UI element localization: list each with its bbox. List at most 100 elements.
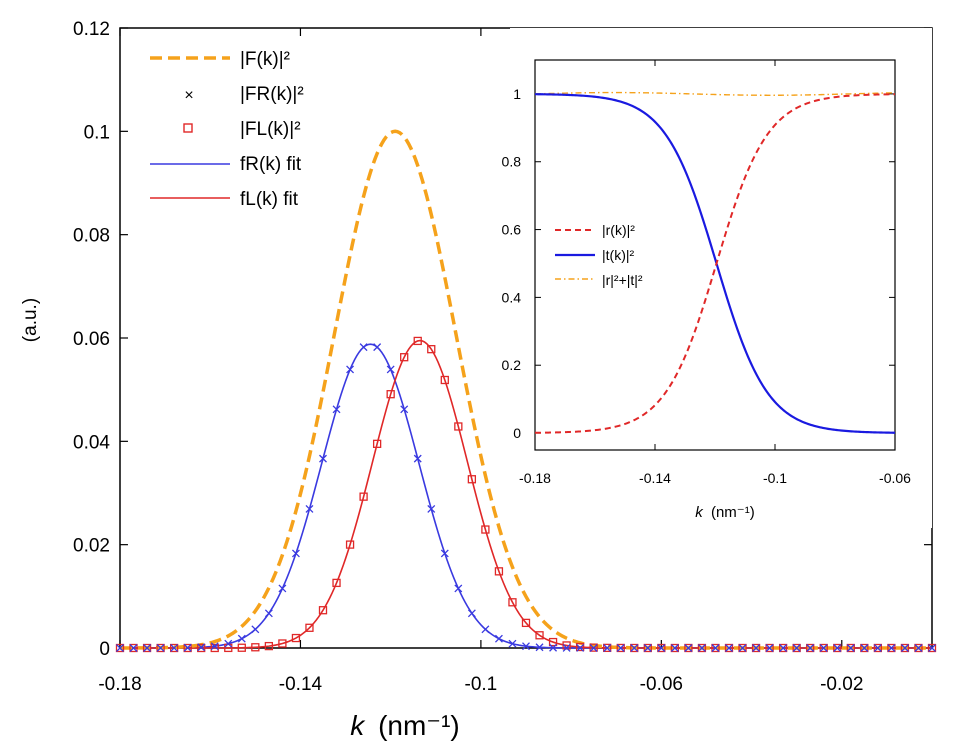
FL-marker bbox=[210, 643, 219, 653]
FL-marker bbox=[833, 643, 842, 653]
FR-marker bbox=[129, 644, 138, 652]
FR-marker bbox=[197, 643, 206, 652]
FL-marker bbox=[657, 643, 666, 653]
inset-r-line bbox=[534, 93, 896, 434]
FR-marker bbox=[427, 504, 436, 513]
FL-marker bbox=[616, 643, 625, 653]
inset-legend-label-t: |t(k)|² bbox=[602, 247, 634, 263]
FL-marker bbox=[900, 643, 910, 653]
FL-marker bbox=[427, 345, 436, 354]
FL-marker bbox=[860, 643, 869, 653]
FL-marker bbox=[535, 631, 544, 640]
FL-marker bbox=[806, 643, 815, 653]
inset-x-tick-label: -0.1 bbox=[763, 470, 787, 486]
x-tick-label: -0.1 bbox=[465, 674, 498, 695]
FL-marker bbox=[305, 623, 314, 632]
FR-marker bbox=[373, 343, 382, 352]
FR-marker bbox=[833, 644, 842, 652]
FR-marker bbox=[210, 642, 219, 651]
FR-marker bbox=[332, 405, 341, 414]
FR-marker bbox=[264, 609, 273, 618]
inset-y-tick-label: 0.6 bbox=[502, 222, 522, 238]
FR-marker bbox=[914, 644, 923, 652]
main-y-axis-label: (a.u.) bbox=[20, 298, 41, 342]
inset-y-tick-label: 0.8 bbox=[502, 154, 522, 170]
FL-marker bbox=[129, 643, 138, 653]
FR-marker bbox=[535, 643, 544, 652]
legend-label-fL: fL(k) fit bbox=[240, 189, 299, 210]
y-tick-label: 0.06 bbox=[73, 329, 110, 350]
inset-x-axis-var: k bbox=[695, 504, 704, 521]
FL-marker bbox=[792, 643, 801, 653]
FR-marker bbox=[251, 625, 260, 634]
FR-marker bbox=[819, 644, 828, 652]
FR-marker bbox=[400, 405, 409, 414]
FL-marker bbox=[494, 567, 504, 576]
FR-marker bbox=[170, 643, 179, 652]
inset-legend: |r(k)|² |t(k)|² |r|²+|t|² bbox=[555, 222, 643, 288]
FL-marker bbox=[197, 643, 206, 653]
legend-swatch-FR: × bbox=[184, 87, 193, 104]
FL-marker bbox=[738, 643, 747, 653]
x-tick-label: -0.14 bbox=[279, 674, 323, 695]
FR-marker bbox=[156, 644, 165, 652]
main-x-axis: -0.18 -0.14 -0.1 -0.06 -0.02 bbox=[98, 28, 863, 695]
main-legend: |F(k)|² × |FR(k)|² |FL(k)|² fR(k) fit fL… bbox=[150, 49, 304, 210]
FL-marker bbox=[873, 643, 883, 653]
FR-marker bbox=[224, 639, 233, 648]
inset-plot-frame bbox=[534, 59, 896, 451]
FL-marker bbox=[751, 643, 761, 653]
FR-marker bbox=[183, 643, 192, 652]
FR-marker bbox=[806, 644, 815, 652]
inset-x-tick-label: -0.06 bbox=[879, 470, 911, 486]
FR-marker bbox=[346, 365, 355, 374]
FL-marker bbox=[183, 643, 192, 653]
FL-marker bbox=[332, 578, 341, 588]
FR-marker bbox=[522, 642, 530, 651]
y-tick-label: 0.08 bbox=[73, 226, 110, 247]
legend-label-fR: fR(k) fit bbox=[240, 154, 302, 175]
FL-marker bbox=[846, 643, 855, 653]
y-tick-label: 0.12 bbox=[73, 19, 110, 40]
FL-marker bbox=[603, 643, 612, 653]
y-tick-label: 0.1 bbox=[84, 122, 110, 143]
main-x-axis-label: k (nm⁻¹) bbox=[350, 710, 459, 741]
FR-marker bbox=[576, 644, 585, 652]
FL-marker bbox=[291, 633, 301, 643]
FR-marker bbox=[589, 644, 598, 652]
FL-marker bbox=[508, 598, 517, 607]
inset-t-line bbox=[534, 93, 896, 434]
FL-marker bbox=[778, 643, 788, 653]
FR-marker bbox=[603, 644, 612, 652]
inset-y-tick-label: 1 bbox=[513, 86, 521, 102]
FL-marker bbox=[670, 643, 680, 653]
FR-marker bbox=[116, 644, 124, 652]
FL-marker bbox=[643, 643, 652, 653]
FL-marker bbox=[467, 475, 477, 484]
FL-marker bbox=[454, 422, 463, 431]
inset-y-tick-label: 0.2 bbox=[502, 357, 522, 373]
FL-marker bbox=[589, 643, 598, 652]
FL-marker bbox=[251, 643, 260, 652]
inset-legend-label-r: |r(k)|² bbox=[602, 222, 635, 238]
inset-y-axis: 0 0.2 0.4 0.6 0.8 1 bbox=[502, 86, 895, 441]
FR-marker bbox=[143, 644, 152, 652]
FR-marker bbox=[643, 644, 652, 652]
FR-marker bbox=[481, 625, 490, 634]
FL-marker bbox=[914, 643, 923, 653]
FL-marker bbox=[440, 375, 449, 385]
inset-x-axis-label: k (nm⁻¹) bbox=[695, 504, 754, 521]
x-tick-label: -0.06 bbox=[640, 674, 683, 695]
y-tick-label: 0.04 bbox=[73, 432, 110, 453]
FR-marker bbox=[873, 644, 882, 652]
FL-marker bbox=[142, 643, 152, 653]
FL-marker bbox=[318, 606, 328, 615]
FR-marker bbox=[928, 644, 936, 652]
inset-legend-label-sum: |r|²+|t|² bbox=[602, 272, 643, 288]
inset-y-tick-label: 0 bbox=[513, 425, 521, 441]
legend-label-F: |F(k)|² bbox=[240, 49, 290, 70]
x-tick-label: -0.18 bbox=[98, 674, 141, 695]
FR-marker bbox=[237, 634, 246, 643]
FR-marker bbox=[657, 644, 666, 652]
